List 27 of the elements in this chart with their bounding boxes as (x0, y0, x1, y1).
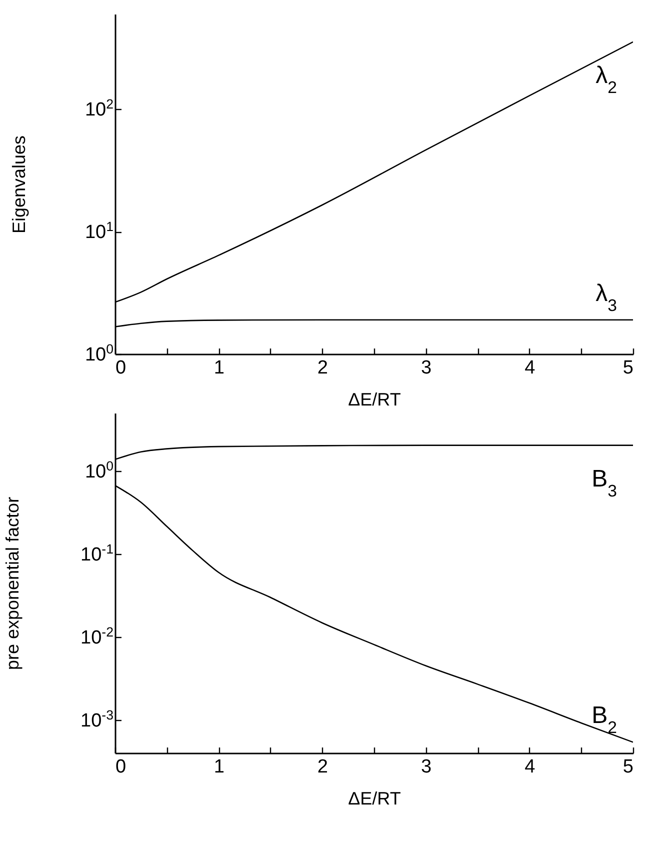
y-tick-label: 10$^{2}$ (84, 96, 114, 121)
x-tick-label: 1 (214, 756, 224, 778)
y-tick-label: 10$^{-1}$ (80, 540, 114, 566)
x-tick-label: 4 (524, 358, 536, 378)
x-tick-label: 0 (116, 358, 126, 378)
y-tick-label: 10$^{-3}$ (80, 706, 114, 732)
y-tick-label: 10$^{1}$ (84, 218, 114, 244)
series-label: B$_{2}$ (592, 702, 617, 737)
x-tick-label: 2 (317, 358, 328, 378)
x-tick-label: 5 (622, 756, 634, 778)
x-tick-label: 4 (524, 756, 536, 778)
y-axis-title: pre exponential factor (2, 496, 23, 670)
y-tick-label: 10$^{-2}$ (80, 624, 114, 648)
x-tick-label: 0 (116, 756, 126, 778)
series-label: λ$_{2}$ (596, 62, 617, 96)
y-tick-label: 10$^{0}$ (84, 458, 114, 483)
x-tick-label: 2 (317, 756, 328, 778)
x-axis-title: ΔE/RT (348, 788, 401, 808)
series-label: B$_{3}$ (592, 465, 617, 500)
x-tick-label: 5 (622, 358, 634, 378)
x-tick-label: 3 (421, 358, 432, 378)
series-label: λ$_{3}$ (596, 280, 617, 314)
y-tick-label: 10$^{0}$ (84, 341, 114, 366)
y-axis-title: Eigenvalues (9, 135, 30, 234)
x-tick-label: 3 (421, 756, 432, 778)
x-tick-label: 1 (214, 358, 224, 378)
x-axis-title: ΔE/RT (348, 390, 401, 410)
